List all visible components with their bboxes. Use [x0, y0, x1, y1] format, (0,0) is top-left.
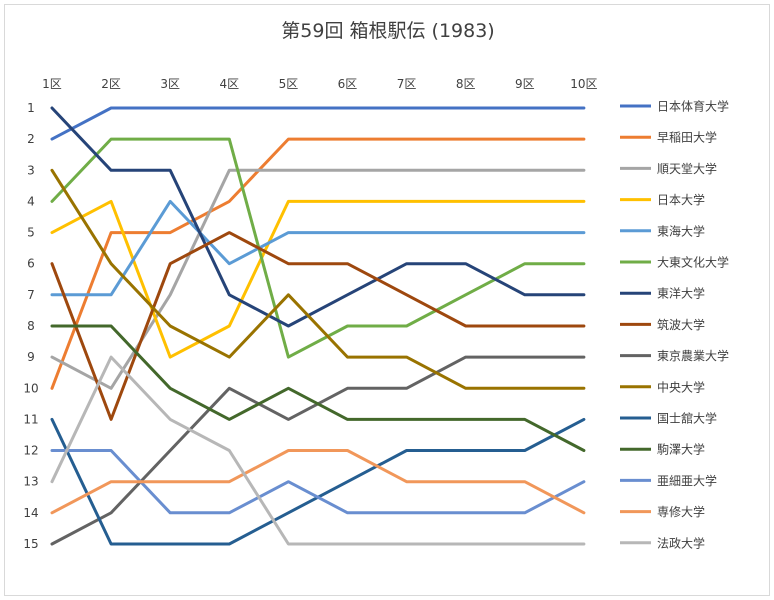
legend-item: 駒澤大学	[620, 442, 705, 457]
y-tick-label: 11	[23, 412, 38, 426]
y-tick-label: 6	[27, 257, 35, 271]
series-line-5	[50, 199, 586, 297]
y-tick-label: 8	[27, 319, 35, 333]
x-tick-label: 3区	[160, 77, 180, 91]
series-line-10	[50, 168, 586, 390]
legend-label: 亜細亜大学	[657, 473, 717, 488]
x-tick-label: 8区	[456, 77, 476, 91]
legend-label: 早稲田大学	[657, 130, 717, 145]
x-tick-label: 4区	[219, 77, 239, 91]
legend-label: 日本大学	[657, 192, 705, 207]
legend-item: 大東文化大学	[620, 255, 729, 270]
y-tick-label: 1	[27, 101, 35, 115]
y-tick-label: 5	[27, 226, 35, 240]
series-line-15	[50, 355, 586, 546]
chart-title: 第59回 箱根駅伝 (1983)	[281, 20, 494, 42]
series-line-2	[50, 137, 586, 390]
legend-label: 東洋大学	[657, 286, 705, 301]
legend-item: 専修大学	[620, 504, 705, 519]
legend-label: 駒澤大学	[657, 442, 705, 457]
legend-item: 順天堂大学	[620, 161, 717, 176]
legend-label: 順天堂大学	[657, 161, 717, 176]
y-tick-label: 12	[23, 444, 38, 458]
y-tick-label: 14	[23, 506, 38, 520]
legend-item: 筑波大学	[620, 317, 705, 332]
legend-item: 中央大学	[620, 379, 705, 394]
legend-item: 東海大学	[620, 223, 705, 238]
legend-label: 法政大学	[657, 535, 705, 550]
y-tick-label: 9	[27, 350, 35, 364]
legend-item: 法政大学	[620, 535, 705, 550]
x-tick-label: 6区	[338, 77, 358, 91]
legend-label: 専修大学	[657, 504, 705, 519]
legend-item: 亜細亜大学	[620, 473, 717, 488]
series-line-12	[50, 324, 586, 452]
series-line-1	[50, 106, 586, 141]
series-line-14	[50, 449, 586, 515]
y-tick-label: 15	[23, 537, 38, 551]
y-tick-label: 10	[23, 381, 38, 395]
legend-item: 日本体育大学	[620, 99, 729, 114]
y-tick-label: 2	[27, 132, 35, 146]
legend-label: 大東文化大学	[657, 255, 729, 270]
series-line-4	[50, 199, 586, 359]
x-axis-ticks: 1区 2区 3区 4区 5区 6区 7区 8区 9区 10区	[42, 77, 597, 91]
x-tick-label: 5区	[279, 77, 299, 91]
y-tick-label: 4	[27, 194, 35, 208]
legend-item: 早稲田大学	[620, 130, 717, 145]
legend-label: 中央大学	[657, 379, 705, 394]
legend-item: 日本大学	[620, 192, 705, 207]
x-tick-label: 2区	[101, 77, 121, 91]
series-line-3	[50, 168, 586, 390]
x-tick-label: 10区	[570, 77, 597, 91]
legend-item: 東洋大学	[620, 286, 705, 301]
x-tick-label: 9区	[515, 77, 535, 91]
legend-label: 筑波大学	[657, 317, 705, 332]
series-line-7	[50, 106, 586, 328]
legend-item: 国士舘大学	[620, 411, 717, 426]
x-tick-label: 7区	[397, 77, 417, 91]
series-line-8	[50, 231, 586, 421]
legend-label: 東海大学	[657, 223, 705, 238]
series-lines	[50, 106, 586, 546]
legend-label: 日本体育大学	[657, 99, 729, 114]
y-tick-label: 7	[27, 288, 35, 302]
y-tick-label: 3	[27, 163, 35, 177]
legend-label: 東京農業大学	[657, 348, 729, 363]
x-tick-label: 1区	[42, 77, 62, 91]
legend: 日本体育大学早稲田大学順天堂大学日本大学東海大学大東文化大学東洋大学筑波大学東京…	[620, 99, 729, 550]
legend-label: 国士舘大学	[657, 411, 717, 426]
y-tick-label: 13	[23, 475, 38, 489]
legend-item: 東京農業大学	[620, 348, 729, 363]
chart-frame	[4, 4, 770, 596]
